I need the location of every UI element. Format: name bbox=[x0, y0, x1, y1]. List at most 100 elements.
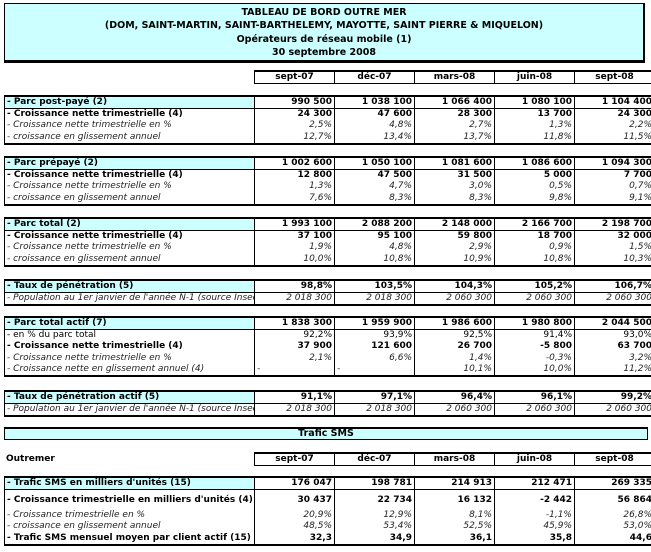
data-table-block: - Parc total (2) 1 993 100 2 088 200 2 148 … bbox=[4, 217, 651, 267]
cell-value: 30 437 bbox=[254, 489, 335, 511]
row-label: - Taux de pénétration actif (5) bbox=[4, 391, 255, 405]
cell-value: 2 060 300 bbox=[574, 292, 651, 306]
row-label: - Croissance trimestrielle en % bbox=[4, 510, 255, 522]
title-box: TABLEAU DE BORD OUTRE MER (DOM, SAINT-MA… bbox=[4, 3, 645, 63]
table-row: - Taux de pénétration (5) 98,8% 103,5% 104,… bbox=[4, 280, 651, 294]
title-line-3: Opérateurs de réseau mobile (1) bbox=[236, 34, 412, 45]
table-row: - Croissance nette trimestrielle en % 2,1… bbox=[4, 352, 651, 364]
cell-value: 92,2% bbox=[254, 329, 335, 342]
cell-value: 2 018 300 bbox=[334, 403, 415, 417]
cell-value: 2 148 000 bbox=[414, 218, 495, 232]
column-header: sept-07 bbox=[254, 453, 335, 466]
cell-value: 1 838 300 bbox=[254, 317, 335, 331]
cell-value: 22 734 bbox=[334, 489, 415, 511]
table-row: - Croissance nette trimestrielle (4) 37 1… bbox=[4, 230, 651, 243]
cell-value: 11,8% bbox=[494, 131, 575, 144]
cell-value: 198 781 bbox=[334, 477, 415, 491]
cell-value: 2 060 300 bbox=[414, 292, 495, 306]
cell-value: 1 959 900 bbox=[334, 317, 415, 331]
data-table-block: - Parc post-payé (2) 990 500 1 038 100 1 06… bbox=[4, 95, 651, 145]
cell-value: 91,4% bbox=[494, 329, 575, 342]
cell-value: 1 081 600 bbox=[414, 157, 495, 171]
row-label: - Croissance nette trimestrielle en % bbox=[4, 242, 255, 254]
cell-value: -0,3% bbox=[494, 352, 575, 364]
cell-value: 10,9% bbox=[414, 253, 495, 266]
row-label: - Croissance nette trimestrielle en % bbox=[4, 181, 255, 193]
cell-value: 8,3% bbox=[414, 192, 495, 205]
cell-value: 1 980 800 bbox=[494, 317, 575, 331]
cell-value: 212 471 bbox=[494, 477, 575, 491]
cell-value: 269 335 bbox=[574, 477, 651, 491]
cell-value: 2 044 500 bbox=[574, 317, 651, 331]
cell-value: 12 800 bbox=[254, 169, 335, 182]
row-label: - Parc total (2) bbox=[4, 218, 255, 232]
cell-value: 28 300 bbox=[414, 108, 495, 121]
cell-value: 1 050 100 bbox=[334, 157, 415, 171]
table-row: - Trafic SMS en milliers d'unités (15) 17… bbox=[4, 477, 651, 491]
cell-value: 1 038 100 bbox=[334, 96, 415, 110]
column-header: sept-08 bbox=[574, 453, 651, 466]
cell-value: 105,2% bbox=[494, 280, 575, 294]
cell-value: 63 700 bbox=[574, 341, 651, 353]
sms-column-header-row: sept-07 déc-07 mars-08 juin-08 sept-08 bbox=[254, 452, 651, 466]
cell-value: 92,5% bbox=[414, 329, 495, 342]
cell-value: 2 166 700 bbox=[494, 218, 575, 232]
cell-value: 990 500 bbox=[254, 96, 335, 110]
cell-value: 106,7% bbox=[574, 280, 651, 294]
cell-value: 26,8% bbox=[574, 510, 651, 522]
row-label: - Population au 1er janvier de l'année N… bbox=[4, 292, 255, 306]
cell-value: 35,8 bbox=[494, 532, 575, 545]
row-label: - croissance en glissement annuel bbox=[4, 521, 255, 533]
row-label: - croissance en glissement annuel bbox=[4, 131, 255, 144]
cell-value: 26 700 bbox=[414, 341, 495, 353]
row-label: - Croissance nette trimestrielle (4) bbox=[4, 169, 255, 182]
row-label: - Taux de pénétration (5) bbox=[4, 280, 255, 294]
cell-value: 2 060 300 bbox=[414, 403, 495, 417]
title-line-4: 30 septembre 2008 bbox=[272, 46, 376, 58]
table-row: - Parc post-payé (2) 990 500 1 038 100 1 06… bbox=[4, 96, 651, 110]
cell-value: 12,9% bbox=[334, 510, 415, 522]
cell-value: 10,1% bbox=[414, 363, 495, 376]
cell-value: 20,9% bbox=[254, 510, 335, 522]
column-header: juin-08 bbox=[494, 453, 575, 466]
cell-value: 1,9% bbox=[254, 242, 335, 254]
cell-value: 47 600 bbox=[334, 108, 415, 121]
table-row: - Croissance nette trimestrielle (4) 12 8… bbox=[4, 169, 651, 182]
row-label: - croissance en glissement annuel bbox=[4, 253, 255, 266]
table-row: - Croissance nette trimestrielle en % 2,5… bbox=[4, 120, 651, 132]
data-table-block: - Taux de pénétration (5) 98,8% 103,5% 104,… bbox=[4, 279, 651, 307]
cell-value: 2 088 200 bbox=[334, 218, 415, 232]
table-row: - Parc total actif (7) 1 838 300 1 959 900… bbox=[4, 317, 651, 331]
row-label: - Population au 1er janvier de l'année N… bbox=[4, 403, 255, 417]
cell-value: 97,1% bbox=[334, 391, 415, 405]
cell-value: 37 100 bbox=[254, 230, 335, 243]
cell-value: 7,6% bbox=[254, 192, 335, 205]
table-row: - Croissance nette en glissement annuel … bbox=[4, 363, 651, 376]
cell-value: 4,8% bbox=[334, 120, 415, 132]
cell-value: 1,4% bbox=[414, 352, 495, 364]
cell-value: 0,5% bbox=[494, 181, 575, 193]
column-header: déc-07 bbox=[334, 453, 415, 466]
cell-value: 2 060 300 bbox=[494, 403, 575, 417]
cell-value: 44,6 bbox=[574, 532, 651, 545]
cell-value: -2 442 bbox=[494, 489, 575, 511]
title-line-1: TABLEAU DE BORD OUTRE MER bbox=[241, 7, 407, 18]
cell-value: 4,7% bbox=[334, 181, 415, 193]
cell-value: 3,2% bbox=[574, 352, 651, 364]
cell-value: 7 700 bbox=[574, 169, 651, 182]
row-label: - Croissance nette trimestrielle (4) bbox=[4, 341, 255, 353]
cell-value: 99,2% bbox=[574, 391, 651, 405]
data-table-block: - Trafic SMS en milliers d'unités (15) 17… bbox=[4, 476, 651, 546]
cell-value: 2 018 300 bbox=[254, 292, 335, 306]
cell-value: 1 086 600 bbox=[494, 157, 575, 171]
cell-value: 8,3% bbox=[334, 192, 415, 205]
cell-value: 1 080 100 bbox=[494, 96, 575, 110]
table-row: - Parc prépayé (2) 1 002 600 1 050 100 1 08… bbox=[4, 157, 651, 171]
column-header: sept-08 bbox=[574, 71, 651, 84]
cell-value: 53,4% bbox=[334, 521, 415, 533]
cell-value: 10,3% bbox=[574, 253, 651, 266]
cell-value: 37 900 bbox=[254, 341, 335, 353]
cell-value: 8,1% bbox=[414, 510, 495, 522]
cell-value: 5 000 bbox=[494, 169, 575, 182]
row-label: - Croissance nette trimestrielle en % bbox=[4, 352, 255, 364]
